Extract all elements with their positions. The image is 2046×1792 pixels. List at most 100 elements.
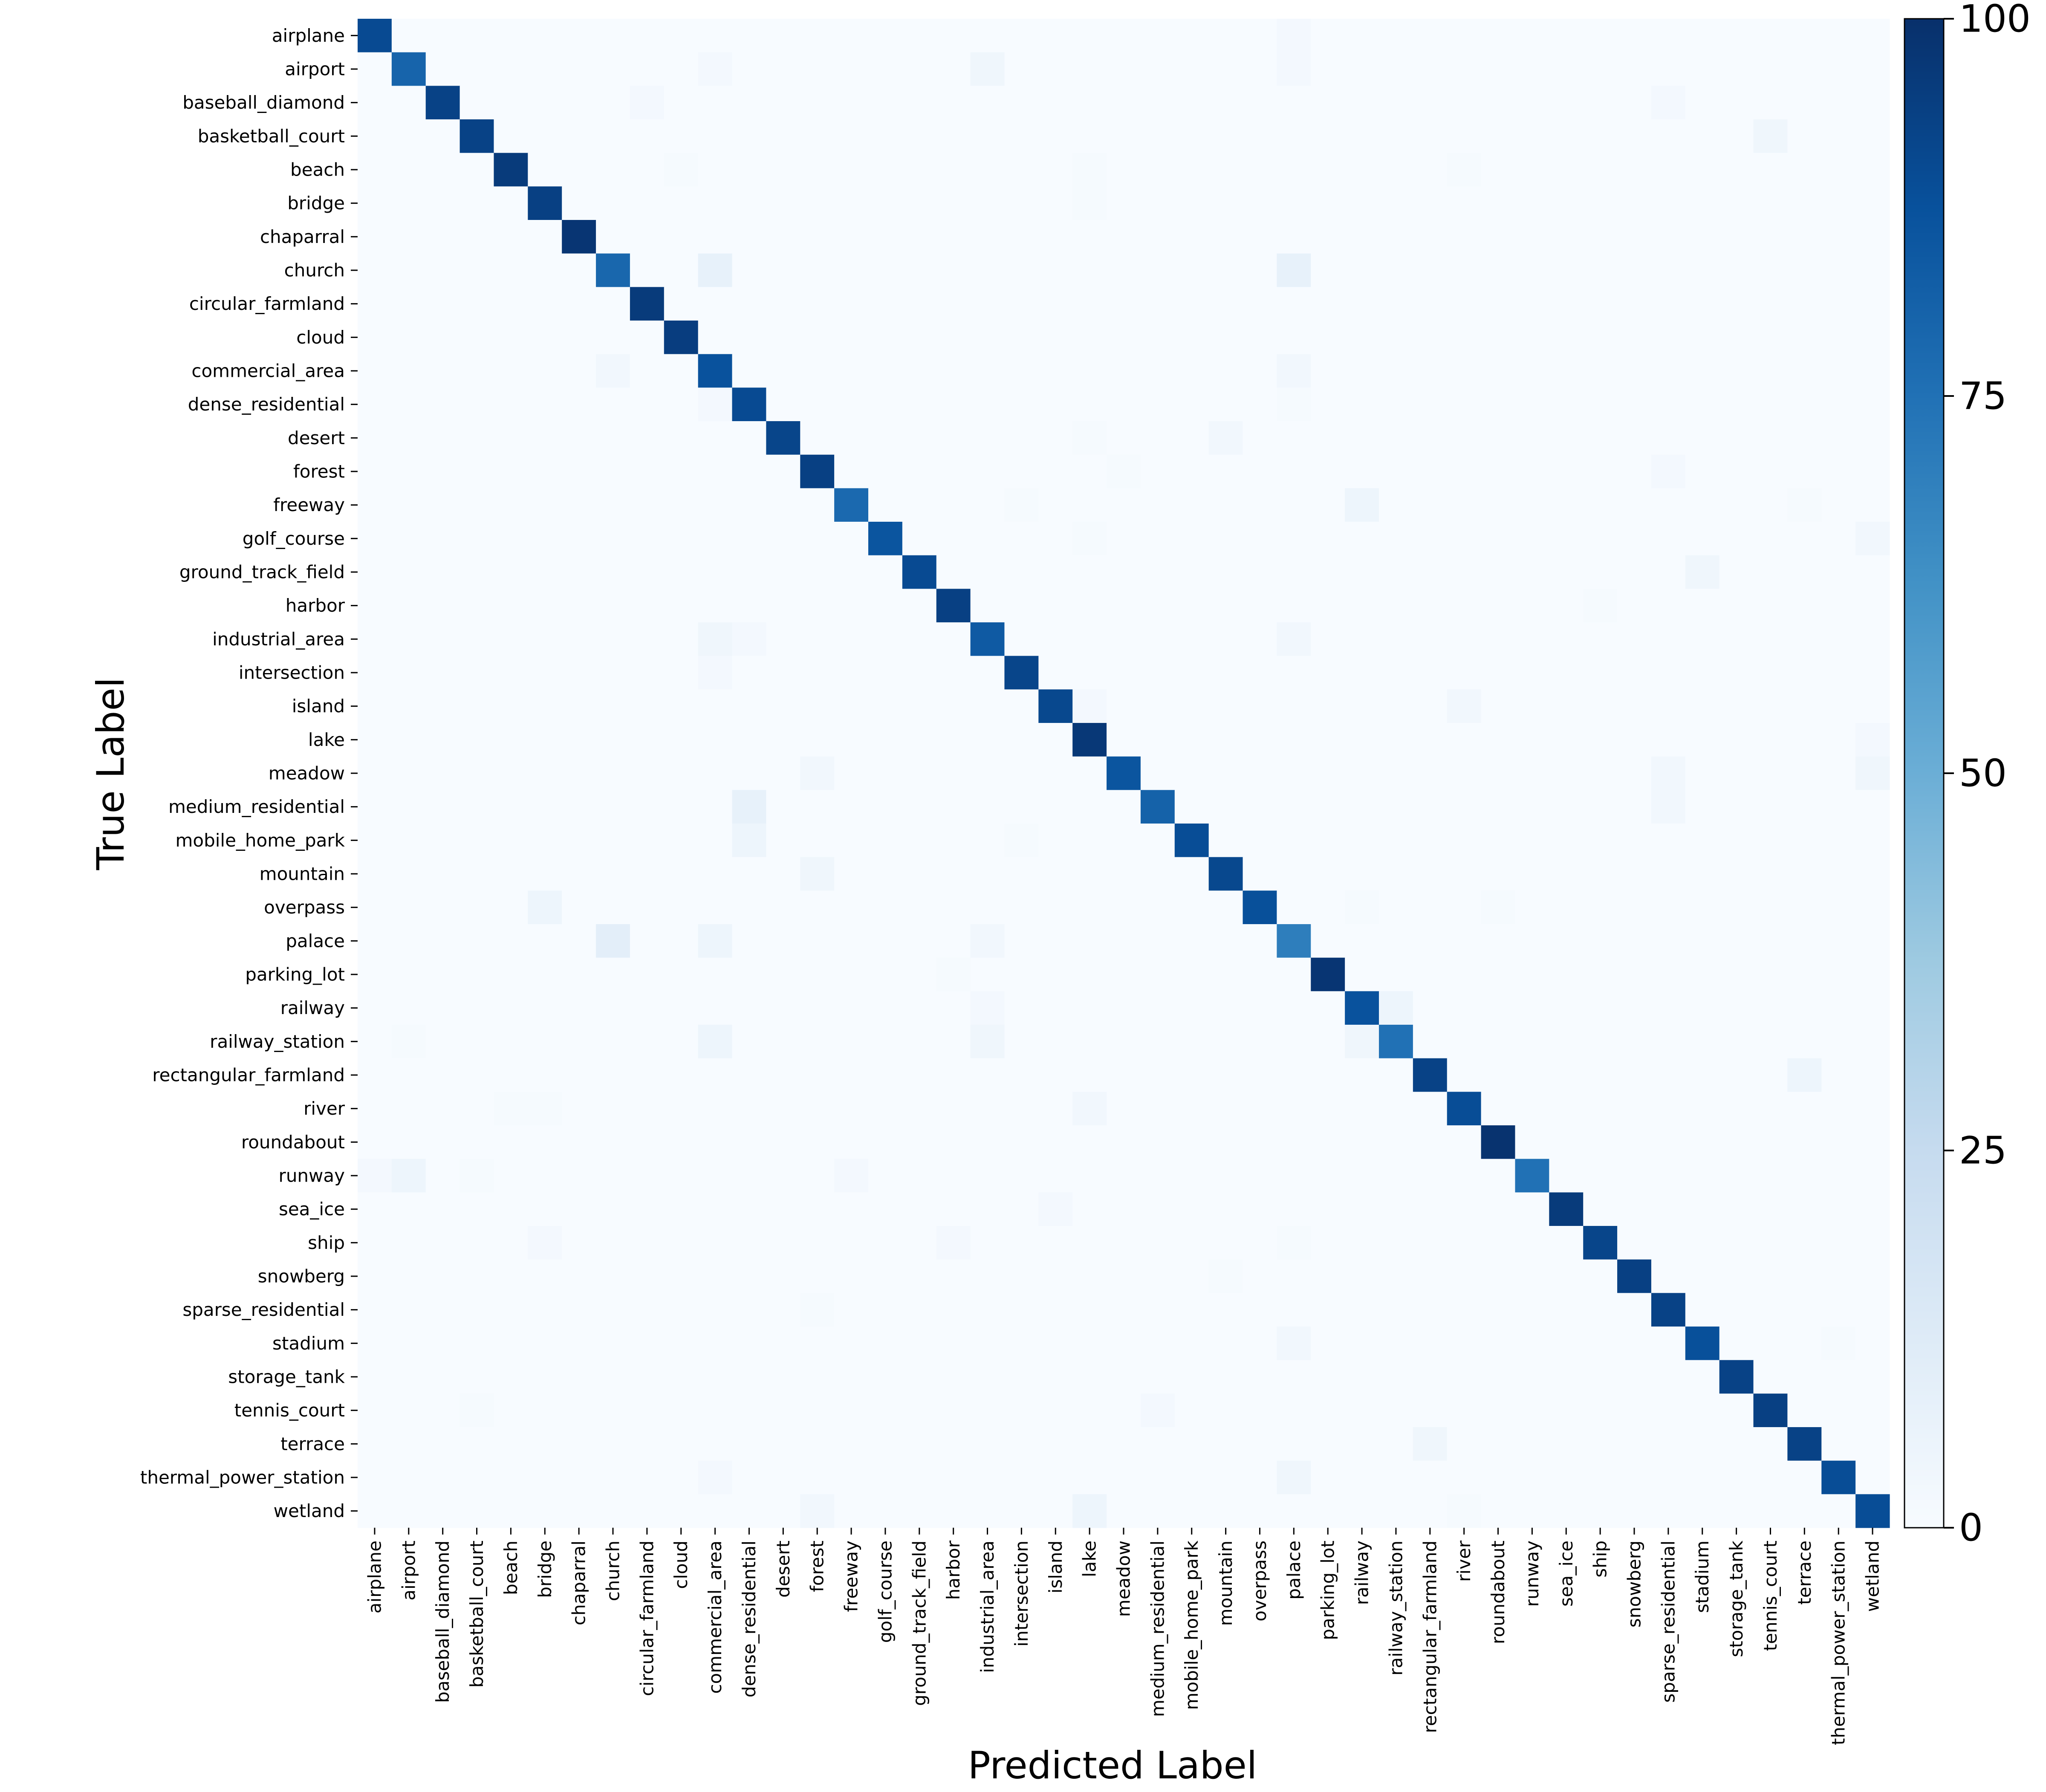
- heatmap-cell: [1447, 321, 1482, 355]
- heatmap-cell: [732, 1427, 766, 1461]
- heatmap-cell: [1174, 656, 1209, 690]
- heatmap-cell: [630, 1058, 665, 1092]
- heatmap-cell: [664, 622, 699, 656]
- heatmap-cell: [1072, 555, 1107, 589]
- heatmap-cell: [358, 622, 392, 656]
- heatmap-cell: [1107, 589, 1141, 623]
- heatmap-cell: [528, 1293, 562, 1327]
- heatmap-cell: [902, 689, 937, 723]
- heatmap-cell: [1107, 1259, 1141, 1293]
- heatmap-cell: [1345, 1393, 1379, 1428]
- heatmap-cell: [1685, 387, 1720, 422]
- heatmap-cell: [1617, 1192, 1652, 1226]
- heatmap-cell: [1107, 19, 1141, 53]
- heatmap-cell: [1685, 1293, 1720, 1327]
- heatmap-cell: [1855, 924, 1890, 958]
- heatmap-cell: [1651, 957, 1686, 991]
- heatmap-cell: [1787, 1360, 1822, 1394]
- heatmap-cell: [1208, 1427, 1243, 1461]
- heatmap-cell: [358, 824, 392, 858]
- heatmap-cell: [1038, 119, 1073, 153]
- heatmap-cell: [562, 454, 596, 488]
- heatmap-cell: [1821, 488, 1856, 522]
- heatmap-cell: [1447, 1393, 1482, 1428]
- heatmap-cell: [1617, 220, 1652, 254]
- heatmap-cell: [1753, 824, 1788, 858]
- heatmap-cell: [902, 1159, 937, 1193]
- heatmap-cell: [1038, 1393, 1073, 1428]
- heatmap-cell: [664, 756, 699, 790]
- heatmap-cell: [425, 824, 460, 858]
- heatmap-cell: [1174, 1293, 1209, 1327]
- heatmap-cell: [1481, 656, 1516, 690]
- heatmap-cell: [766, 589, 800, 623]
- heatmap-cell: [425, 1159, 460, 1193]
- heatmap-cell: [1004, 321, 1039, 355]
- heatmap-cell: [562, 1327, 596, 1361]
- heatmap-cell: [1549, 1159, 1584, 1193]
- heatmap-cell: [1481, 1360, 1516, 1394]
- heatmap-cell: [562, 488, 596, 522]
- y-tick-label: golf_course: [243, 528, 345, 549]
- heatmap-cell: [1004, 1360, 1039, 1394]
- heatmap-cell: [834, 1058, 869, 1092]
- heatmap-cell: [1072, 1327, 1107, 1361]
- heatmap-cell: [1855, 186, 1890, 220]
- heatmap-cell: [391, 387, 426, 422]
- x-tick-label: beach: [500, 1541, 521, 1595]
- heatmap-cell: [562, 1192, 596, 1226]
- heatmap-cell: [1243, 555, 1277, 589]
- heatmap-cell: [391, 354, 426, 388]
- heatmap-cell: [936, 656, 971, 690]
- heatmap-cell: [1515, 890, 1549, 925]
- heatmap-cell: [698, 186, 733, 220]
- heatmap-cell: [494, 857, 528, 891]
- heatmap-cell: [1004, 86, 1039, 120]
- y-tick-label: airplane: [272, 25, 345, 46]
- heatmap-cell: [391, 253, 426, 287]
- heatmap-cell: [1685, 622, 1720, 656]
- heatmap-cell: [1753, 354, 1788, 388]
- heatmap-cell: [800, 1058, 835, 1092]
- heatmap-cell: [664, 454, 699, 488]
- heatmap-cell: [1379, 421, 1413, 455]
- heatmap-cell: [358, 153, 392, 187]
- heatmap-cell: [1719, 1360, 1754, 1394]
- heatmap-cell: [1719, 824, 1754, 858]
- heatmap-cell: [1753, 387, 1788, 422]
- heatmap-cell: [528, 454, 562, 488]
- y-tick-label: freeway: [273, 494, 345, 515]
- heatmap-cell: [1107, 1159, 1141, 1193]
- heatmap-cell: [1243, 991, 1277, 1025]
- heatmap-cell: [562, 220, 596, 254]
- heatmap-cell: [1072, 1025, 1107, 1059]
- heatmap-cell: [868, 488, 903, 522]
- heatmap-cell: [1821, 957, 1856, 991]
- heatmap-cell: [1821, 1293, 1856, 1327]
- heatmap-cell: [664, 119, 699, 153]
- heatmap-cell: [1787, 354, 1822, 388]
- heatmap-cell: [1685, 857, 1720, 891]
- heatmap-cell: [1549, 52, 1584, 86]
- heatmap-cell: [834, 1025, 869, 1059]
- heatmap-cell: [1311, 1460, 1345, 1494]
- heatmap-cell: [834, 723, 869, 757]
- heatmap-cell: [1208, 857, 1243, 891]
- heatmap-cell: [1311, 857, 1345, 891]
- heatmap-cell: [459, 1125, 494, 1159]
- heatmap-cell: [1583, 454, 1618, 488]
- heatmap-cell: [664, 387, 699, 422]
- heatmap-cell: [1617, 1125, 1652, 1159]
- heatmap-cell: [1787, 220, 1822, 254]
- heatmap-cell: [1174, 119, 1209, 153]
- heatmap-cell: [1345, 723, 1379, 757]
- heatmap-cell: [1855, 1327, 1890, 1361]
- y-tick-label: basketball_court: [198, 126, 345, 147]
- heatmap-cell: [766, 220, 800, 254]
- heatmap-cell: [766, 287, 800, 321]
- heatmap-cell: [1719, 1058, 1754, 1092]
- heatmap-cell: [902, 1226, 937, 1260]
- heatmap-cell: [1617, 421, 1652, 455]
- heatmap-cell: [664, 522, 699, 556]
